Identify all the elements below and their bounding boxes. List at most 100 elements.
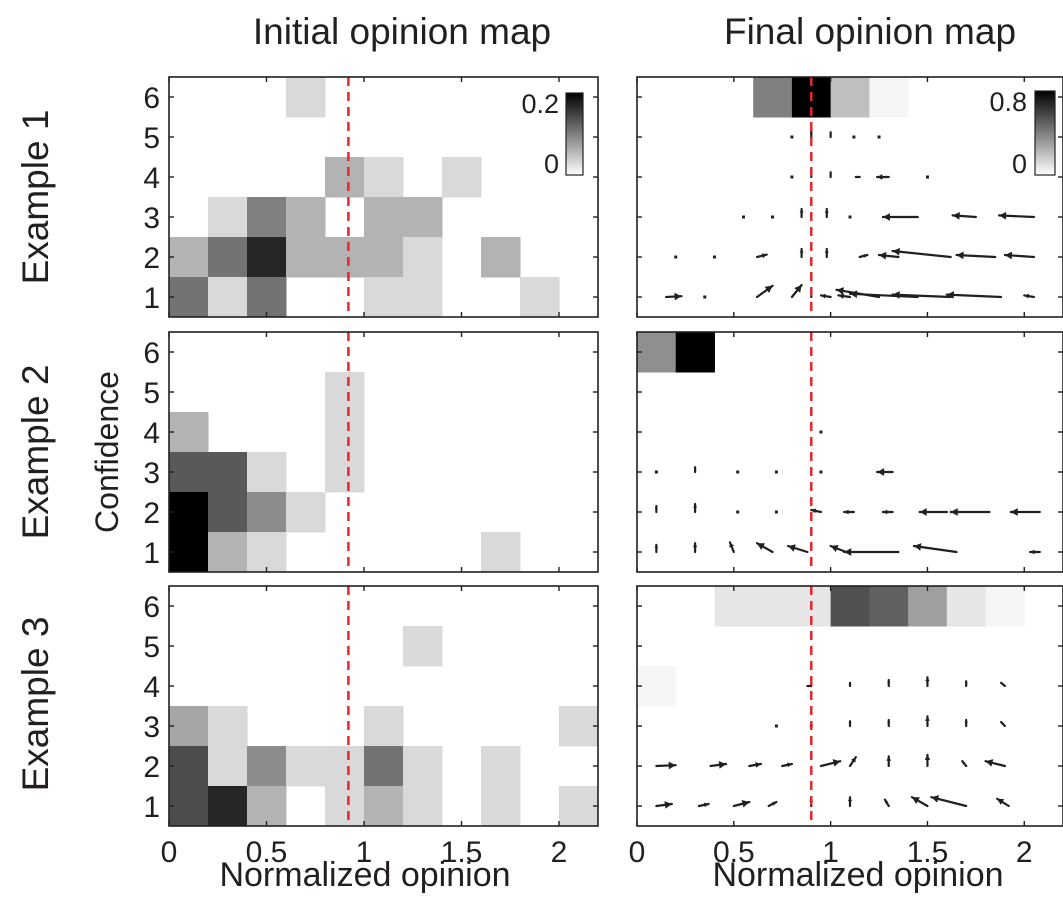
heatmap-cell xyxy=(869,586,909,627)
arrow xyxy=(883,798,890,808)
arrow xyxy=(790,135,794,139)
arrow xyxy=(877,251,900,260)
heatmap-cell xyxy=(403,626,443,667)
arrow xyxy=(709,761,728,769)
y-axis-label: Confidence xyxy=(89,371,125,533)
x-tick-label: 0.5 xyxy=(713,836,755,869)
heatmap-cell xyxy=(830,77,870,118)
arrow xyxy=(996,797,1010,808)
arrow xyxy=(736,470,740,474)
arrow xyxy=(693,466,697,474)
arrow xyxy=(692,542,698,554)
y-tick-label: 4 xyxy=(143,417,160,450)
x-tick-label: 0 xyxy=(161,836,178,869)
arrow xyxy=(951,212,977,220)
axes-frame xyxy=(168,331,599,573)
arrow xyxy=(819,293,832,299)
heatmap-cell xyxy=(559,786,598,826)
heatmap-cell xyxy=(481,746,521,787)
heatmap-cell xyxy=(675,332,715,373)
arrow xyxy=(852,135,856,139)
x-tick-label: 0.5 xyxy=(246,836,288,869)
arrow xyxy=(774,724,778,728)
arrow xyxy=(703,295,707,299)
row-label-example-3: Example 3 xyxy=(15,617,56,792)
heatmap-cell xyxy=(247,786,287,826)
arrow xyxy=(924,753,931,768)
heatmap-cell xyxy=(637,666,677,707)
y-tick-label: 5 xyxy=(143,377,160,410)
arrow xyxy=(887,718,891,728)
heatmap-cell xyxy=(985,586,1025,627)
arrow xyxy=(997,211,1036,220)
heatmap-cell xyxy=(169,237,209,278)
y-tick-label: 1 xyxy=(143,791,160,824)
heatmap-cell xyxy=(364,277,404,317)
heatmap-cell xyxy=(325,452,365,493)
arrow xyxy=(945,291,1003,299)
arrow xyxy=(964,680,968,688)
arrow xyxy=(771,215,775,219)
arrow xyxy=(824,247,829,259)
arrow xyxy=(886,755,892,768)
heatmap-cell xyxy=(247,197,287,238)
axes-frame xyxy=(168,585,599,827)
panel-6: 0 0.5 1 1.5 2 xyxy=(629,585,1063,869)
arrow xyxy=(755,253,768,259)
heatmap-cell xyxy=(169,706,209,747)
heatmap-cell xyxy=(325,746,365,787)
heatmap-cell xyxy=(753,77,793,118)
arrow xyxy=(848,756,857,768)
heatmap-cell xyxy=(364,197,404,238)
heatmap-cell xyxy=(481,532,521,572)
y-tick-label: 1 xyxy=(143,537,160,570)
panel-3: 1 2 3 4 5 6 xyxy=(143,331,599,573)
arrow xyxy=(824,207,829,219)
heatmap-cell xyxy=(286,492,326,533)
arrow xyxy=(891,247,952,259)
x-tick-label: 1.5 xyxy=(907,836,949,869)
heatmap-cell xyxy=(247,746,287,787)
heatmap-cell xyxy=(637,332,677,373)
arrow xyxy=(654,470,658,474)
y-tick-label: 6 xyxy=(143,82,160,115)
axes-frame xyxy=(636,585,1063,827)
heatmap-cell xyxy=(208,706,248,747)
y-tick-label: 2 xyxy=(143,242,160,275)
arrow xyxy=(781,762,794,768)
arrow xyxy=(848,215,852,219)
y-tick-label: 4 xyxy=(143,671,160,704)
x-tick-label: 0 xyxy=(629,836,646,869)
arrow xyxy=(674,255,678,259)
x-tick-label: 1.5 xyxy=(441,836,483,869)
heatmap-cell xyxy=(364,706,404,747)
heatmap-cell xyxy=(169,746,209,787)
arrow xyxy=(1028,549,1041,555)
y-tick-label: 3 xyxy=(143,711,160,744)
heatmap-cell xyxy=(169,492,209,533)
colorbar-max-label: 0.2 xyxy=(521,89,559,119)
arrow xyxy=(912,543,958,554)
y-tick-label: 5 xyxy=(143,631,160,664)
heatmap-cell xyxy=(208,786,248,826)
heatmap-cell xyxy=(169,412,209,453)
arrow xyxy=(854,175,861,179)
arrow xyxy=(790,283,803,299)
heatmap-cell xyxy=(364,746,404,787)
heatmap-cell xyxy=(753,586,793,627)
x-tick-label: 1 xyxy=(356,836,373,869)
arrow xyxy=(984,759,1007,768)
arrow xyxy=(728,541,735,554)
heatmap-cell xyxy=(325,237,365,278)
arrow xyxy=(999,681,1007,688)
arrow xyxy=(1003,251,1036,260)
heatmap-cell xyxy=(208,277,248,317)
arrow xyxy=(736,510,740,514)
y-tick-label: 2 xyxy=(143,751,160,784)
arrow xyxy=(664,292,683,301)
heatmap-cell xyxy=(946,586,987,627)
arrow xyxy=(732,800,751,808)
arrow xyxy=(742,215,745,219)
arrow xyxy=(655,801,673,809)
